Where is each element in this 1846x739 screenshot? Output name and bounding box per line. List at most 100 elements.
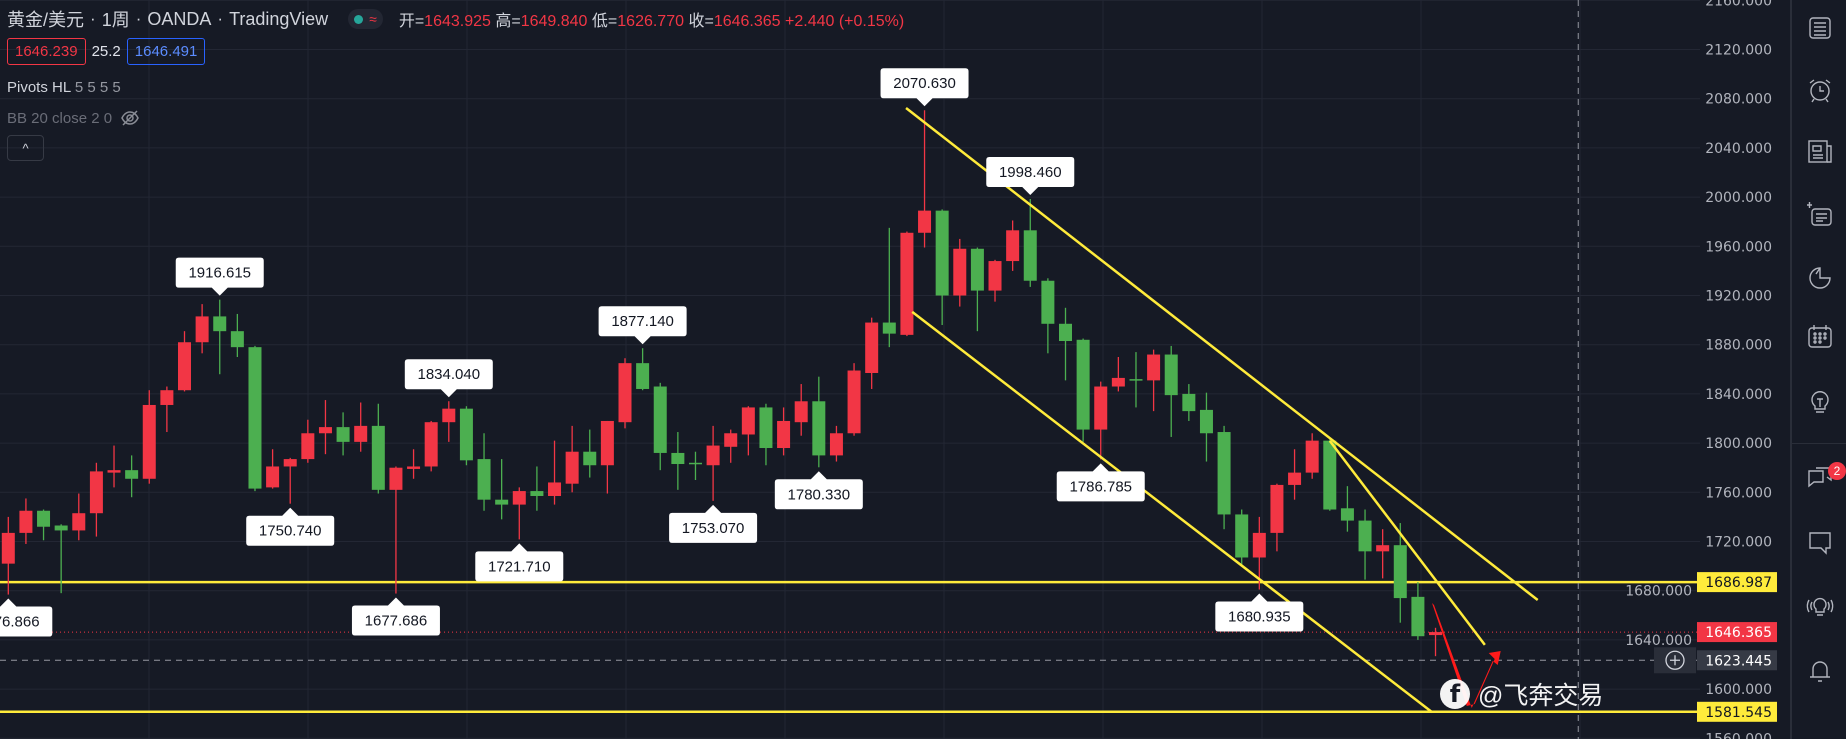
alarm-clock-button[interactable] bbox=[1805, 75, 1835, 105]
candle-body bbox=[336, 427, 350, 442]
buy-price-button[interactable]: 1646.491 bbox=[126, 38, 206, 65]
market-status[interactable]: ≈ bbox=[348, 9, 383, 29]
candle-body bbox=[1041, 280, 1055, 324]
candle bbox=[636, 348, 650, 391]
candle bbox=[1023, 198, 1037, 287]
candle-body bbox=[953, 248, 967, 296]
pivot-label-text: 1877.140 bbox=[611, 313, 674, 330]
pivot-label-low: 1750.740 bbox=[246, 507, 335, 546]
candle bbox=[618, 358, 632, 429]
candle-body bbox=[636, 363, 650, 389]
candle-body bbox=[37, 510, 51, 527]
candle bbox=[407, 449, 421, 479]
price-axis[interactable]: 2160.000 2120.000 2080.000 2040.000 2000.000… bbox=[1625, 0, 1790, 739]
data-window-button[interactable] bbox=[1805, 200, 1835, 230]
separator: · bbox=[135, 9, 142, 28]
pivot-label-high: 1998.460 bbox=[986, 156, 1075, 195]
candle bbox=[54, 524, 68, 594]
watchlist-button[interactable] bbox=[1805, 13, 1835, 43]
candle bbox=[1340, 486, 1354, 532]
sell-price-button[interactable]: 1646.239 bbox=[7, 38, 86, 65]
collapse-legend-button[interactable]: ^ bbox=[7, 135, 44, 161]
candle-body bbox=[865, 322, 879, 373]
logo-icon: f bbox=[1440, 679, 1470, 709]
pivot-label-box bbox=[986, 156, 1075, 195]
price-tick-label: 1600.000 bbox=[1705, 682, 1772, 698]
candle-body bbox=[600, 420, 614, 466]
price-tick-label: 1640.000 bbox=[1625, 633, 1692, 649]
candle-body bbox=[442, 408, 456, 423]
candle bbox=[318, 400, 332, 455]
price-axis-background bbox=[1700, 0, 1790, 739]
comment-button[interactable] bbox=[1805, 527, 1835, 557]
price-chart[interactable]: 1676.866 1916.615 1750.740 1677.686 1834.040… bbox=[0, 0, 1790, 739]
watermark-text: @飞奔交易 bbox=[1478, 682, 1604, 710]
level-price-badge: 1581.545 bbox=[1705, 705, 1772, 721]
price-tick-label: 1880.000 bbox=[1705, 338, 1772, 354]
candle-body bbox=[1, 532, 15, 564]
price-tick-label: 2160.000 bbox=[1705, 0, 1772, 9]
symbol-title[interactable]: 黄金/美元 bbox=[7, 10, 85, 30]
candle-body bbox=[724, 433, 738, 447]
separator: · bbox=[217, 9, 224, 28]
candle bbox=[248, 345, 262, 492]
candle-body bbox=[1006, 230, 1020, 262]
candle-body bbox=[918, 210, 932, 233]
notification-bell-button[interactable] bbox=[1805, 655, 1835, 685]
indicator-bb[interactable]: BB 20 close 2 0 bbox=[7, 109, 140, 127]
candle-body bbox=[970, 248, 984, 291]
candle-body bbox=[1076, 339, 1090, 430]
eye-off-icon[interactable] bbox=[120, 109, 140, 127]
interval[interactable]: 1周 bbox=[101, 10, 130, 30]
candle-body bbox=[530, 491, 544, 496]
candle bbox=[671, 432, 685, 490]
news-button[interactable] bbox=[1805, 136, 1835, 166]
candle-body bbox=[354, 425, 368, 442]
pivot-label-high: 1834.040 bbox=[404, 359, 493, 398]
candle bbox=[160, 386, 174, 433]
candle bbox=[389, 466, 403, 594]
pivot-label-high: 1877.140 bbox=[598, 306, 687, 345]
candle bbox=[1182, 384, 1196, 421]
candle bbox=[829, 425, 843, 462]
candle bbox=[1111, 357, 1125, 392]
candle bbox=[1094, 381, 1108, 460]
candle-body bbox=[213, 316, 227, 332]
candle bbox=[266, 449, 280, 489]
candle-body bbox=[900, 232, 914, 335]
candle bbox=[777, 407, 791, 456]
notification-bell-icon bbox=[1810, 661, 1830, 682]
pivot-label-text: 1721.710 bbox=[488, 558, 551, 575]
candle bbox=[688, 451, 702, 480]
candle-body bbox=[107, 470, 121, 473]
candle bbox=[935, 209, 949, 326]
indicator-pivots[interactable]: Pivots HL 5 5 5 5 bbox=[7, 79, 121, 96]
candle-body bbox=[1111, 377, 1125, 387]
candle bbox=[1270, 483, 1284, 552]
candle bbox=[1305, 433, 1319, 479]
candle-body bbox=[1411, 596, 1425, 637]
candle-body bbox=[266, 466, 280, 488]
chevron-up-icon: ^ bbox=[22, 140, 29, 156]
candle bbox=[1129, 352, 1143, 408]
add-alert-plus-button[interactable] bbox=[1654, 647, 1696, 674]
candle bbox=[741, 406, 755, 456]
candle bbox=[424, 420, 438, 472]
pivot-label-text: 1677.686 bbox=[365, 613, 428, 630]
data-source: TradingView bbox=[229, 8, 329, 29]
pivot-label-high: 2070.630 bbox=[880, 68, 969, 107]
lightbulb-button[interactable] bbox=[1805, 386, 1835, 416]
candle bbox=[953, 238, 967, 307]
candle bbox=[37, 509, 51, 541]
candle-body bbox=[477, 459, 491, 500]
candle bbox=[1376, 529, 1390, 579]
streams-button[interactable] bbox=[1805, 591, 1835, 621]
price-tick-label: 1760.000 bbox=[1705, 485, 1772, 501]
candle bbox=[213, 299, 227, 375]
pie-chart-button[interactable] bbox=[1805, 263, 1835, 293]
candle-body bbox=[195, 316, 209, 343]
candle bbox=[583, 429, 597, 478]
candle bbox=[1059, 307, 1072, 381]
calendar-button[interactable] bbox=[1805, 322, 1835, 352]
candle bbox=[354, 402, 368, 452]
